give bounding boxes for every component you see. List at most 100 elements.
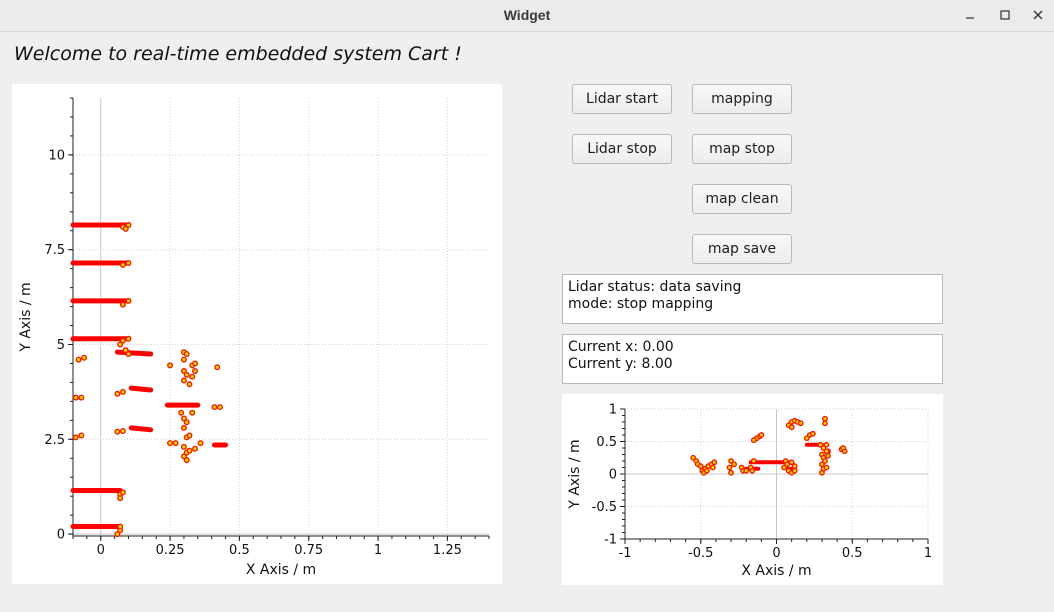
scan-point	[726, 464, 733, 471]
scan-point	[117, 495, 124, 502]
lidar-status-text: Lidar status: data saving	[568, 279, 742, 295]
x-tick-label: -1	[619, 546, 632, 561]
scan-point	[72, 394, 79, 401]
y-axis-label: Y Axis / m	[567, 439, 583, 509]
scan-point	[180, 443, 187, 450]
scan-point	[180, 368, 187, 375]
status-box: Lidar status: data saving mode: stop map…	[562, 274, 943, 324]
x-tick-label: 0	[772, 546, 780, 561]
lidar-stop-button[interactable]: Lidar stop	[572, 134, 672, 164]
scan-point	[117, 523, 124, 530]
scan-point	[186, 447, 193, 454]
x-tick-label: 1	[924, 546, 932, 561]
scan-point	[75, 356, 82, 363]
map-stop-button[interactable]: map stop	[692, 134, 792, 164]
current-x-text: Current x: 0.00	[568, 339, 674, 355]
scan-point	[122, 347, 129, 354]
x-tick-label: 0.25	[156, 543, 185, 558]
scan-point	[172, 440, 179, 447]
scan-point	[822, 415, 828, 422]
scan-point	[78, 432, 85, 439]
scan-point	[119, 337, 126, 344]
scan-point	[709, 464, 716, 471]
scan-point	[72, 434, 79, 441]
scan-point	[743, 467, 750, 474]
window-title: Widget	[503, 7, 551, 23]
y-tick-label: -1	[604, 533, 617, 548]
scan-point	[81, 354, 88, 361]
scan-point	[78, 394, 85, 401]
x-tick-label: 0	[97, 543, 105, 558]
scan-point	[117, 341, 124, 348]
y-axis-label: Y Axis / m	[18, 282, 34, 352]
y-tick-label: 0	[609, 468, 617, 483]
x-tick-label: 0.5	[229, 543, 250, 558]
scan-point	[822, 420, 828, 427]
scan-point	[180, 415, 187, 422]
position-box: Current x: 0.00 Current y: 8.00	[562, 334, 943, 384]
scan-point	[823, 441, 830, 448]
maximize-icon[interactable]	[993, 4, 1017, 26]
y-tick-label: 0.5	[596, 435, 617, 450]
mapping-button[interactable]: mapping	[692, 84, 792, 114]
scan-point	[167, 440, 174, 447]
scan-point	[183, 350, 190, 357]
scan-point	[825, 452, 831, 459]
x-tick-label: 0.5	[842, 546, 863, 561]
scan-point	[788, 459, 795, 466]
lidar-scan-canvas: -1 -0.5 0 0.5 1 -1 -0.5 0 0.5 1 X Axis / m Y Axis /…	[567, 403, 932, 579]
close-icon[interactable]	[1026, 4, 1050, 26]
y-tick-label: 0	[57, 528, 65, 543]
map-plot-canvas: 0 0.25 0.5 0.75 1 1.25 0 2.5 5 7.5 10 X Axis / m Y A…	[18, 97, 490, 578]
current-y-text: Current y: 8.00	[568, 356, 673, 372]
scan-point	[167, 362, 174, 369]
scan-point	[784, 461, 791, 468]
scan-point	[791, 463, 798, 470]
map-clean-button[interactable]: map clean	[692, 184, 792, 214]
title-bar: Widget	[0, 0, 1054, 32]
y-tick-label: -0.5	[592, 500, 617, 515]
lidar-scan-plot[interactable]: -1 -0.5 0 0.5 1 -1 -0.5 0 0.5 1 X Axis / m Y Axis /…	[562, 394, 943, 585]
scan-point	[823, 448, 830, 455]
scan-point	[189, 409, 196, 416]
scan-point	[758, 432, 765, 438]
scan-point	[791, 467, 798, 474]
scan-point	[180, 453, 187, 460]
x-tick-label: 1	[374, 543, 382, 558]
scan-point	[711, 459, 718, 466]
mode-text: mode: stop mapping	[568, 296, 714, 312]
scan-point	[192, 445, 199, 452]
scan-points	[70, 222, 229, 538]
scan-point	[216, 404, 223, 411]
x-tick-label: -0.5	[688, 546, 713, 561]
scan-point	[180, 377, 187, 384]
scan-point	[125, 350, 132, 357]
scan-point	[178, 409, 185, 416]
map-save-button[interactable]: map save	[692, 234, 792, 264]
scan-point	[125, 259, 132, 266]
scan-point	[840, 445, 847, 451]
scan-point	[823, 464, 830, 471]
scan-point	[186, 432, 193, 439]
scan-point	[180, 424, 187, 431]
scan-point	[197, 440, 204, 447]
scan-point	[731, 461, 737, 468]
y-tick-label: 7.5	[44, 243, 65, 258]
scan-point	[809, 430, 816, 437]
scan-point	[114, 428, 121, 435]
x-axis-label: X Axis / m	[246, 562, 316, 578]
scan-point	[119, 427, 126, 434]
welcome-heading: Welcome to real-time embedded system Car…	[14, 43, 462, 65]
x-tick-label: 0.75	[294, 543, 323, 558]
scan-point	[214, 364, 221, 371]
y-tick-label: 5	[57, 338, 65, 353]
scan-point	[703, 467, 710, 474]
lidar-start-button[interactable]: Lidar start	[572, 84, 672, 114]
scan-point	[797, 420, 804, 427]
minimize-icon[interactable]	[958, 4, 982, 26]
scan-point	[819, 469, 825, 476]
scan-point	[749, 467, 756, 474]
y-tick-label: 10	[48, 148, 65, 163]
scan-point	[728, 469, 734, 476]
map-plot[interactable]: 0 0.25 0.5 0.75 1 1.25 0 2.5 5 7.5 10 X Axis / m Y A…	[12, 84, 502, 584]
